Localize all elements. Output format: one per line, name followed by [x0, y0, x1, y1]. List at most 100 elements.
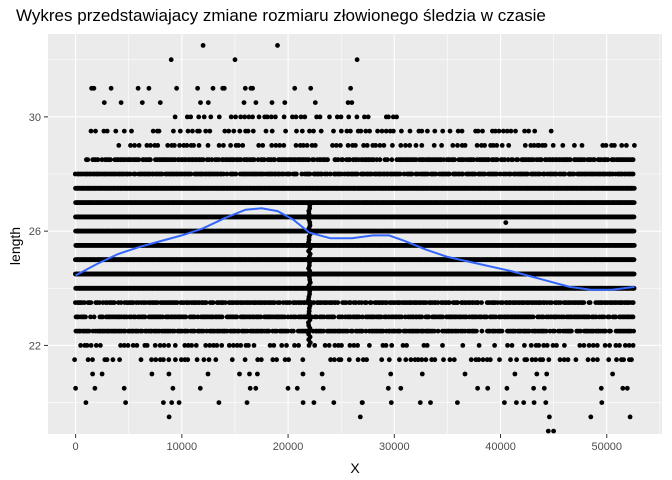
data-point — [258, 314, 264, 320]
data-point — [360, 357, 366, 363]
data-point — [631, 228, 637, 234]
data-point — [300, 371, 306, 377]
data-point — [383, 343, 389, 348]
data-point — [335, 300, 341, 305]
data-point — [541, 385, 547, 391]
data-point — [189, 343, 195, 348]
data-point — [508, 357, 513, 363]
data-point — [610, 371, 615, 377]
data-point — [423, 357, 429, 363]
data-point — [613, 314, 618, 320]
data-point — [216, 400, 222, 405]
data-point — [505, 343, 510, 348]
data-point — [460, 343, 466, 348]
data-point — [540, 314, 546, 320]
data-point — [251, 343, 257, 348]
data-point — [363, 328, 369, 334]
data-point — [386, 357, 392, 363]
data-point — [92, 385, 98, 391]
data-point — [447, 300, 452, 305]
data-point — [403, 357, 409, 363]
data-point — [364, 357, 369, 363]
data-point — [502, 400, 507, 405]
data-point — [294, 385, 300, 391]
data-point — [447, 357, 453, 363]
data-point — [123, 400, 128, 405]
data-point — [300, 357, 306, 363]
data-point — [419, 371, 425, 377]
data-point — [292, 343, 297, 348]
data-point — [121, 385, 127, 391]
data-point — [279, 343, 285, 348]
data-point — [432, 328, 437, 334]
data-point — [255, 371, 260, 377]
data-point — [569, 328, 574, 334]
data-point — [360, 314, 365, 320]
data-point — [630, 314, 636, 320]
data-point — [424, 343, 430, 348]
data-point — [631, 328, 636, 334]
data-point — [161, 343, 167, 348]
data-point — [99, 371, 105, 377]
data-point — [285, 328, 291, 334]
data-point — [561, 357, 567, 363]
data-point — [138, 357, 144, 363]
data-point — [172, 328, 177, 334]
data-point — [613, 343, 619, 348]
data-point — [331, 314, 337, 320]
data-point — [88, 343, 94, 348]
data-point — [419, 357, 425, 363]
data-point — [480, 357, 486, 363]
data-point — [152, 343, 158, 348]
data-point — [514, 357, 519, 363]
data-point — [182, 343, 188, 348]
data-point — [200, 328, 206, 334]
data-point — [544, 343, 550, 348]
data-point — [487, 357, 493, 363]
data-point — [185, 328, 191, 334]
data-point — [183, 314, 189, 320]
data-point — [157, 343, 163, 348]
data-point — [78, 343, 83, 348]
data-point — [587, 300, 593, 305]
data-point — [590, 357, 596, 363]
data-point — [509, 343, 515, 348]
data-point — [282, 357, 288, 363]
data-point — [514, 400, 519, 405]
data-point — [234, 314, 240, 320]
data-point — [536, 343, 542, 348]
data-point — [326, 343, 332, 348]
data-point — [504, 385, 510, 391]
data-point — [226, 343, 232, 348]
data-point — [104, 357, 110, 363]
data-point — [347, 343, 353, 348]
data-point — [206, 357, 212, 363]
data-point — [368, 300, 374, 305]
data-point — [90, 357, 95, 363]
data-point — [476, 343, 482, 348]
data-point — [205, 371, 211, 377]
data-point — [479, 300, 484, 305]
data-point — [543, 400, 549, 405]
data-point — [258, 357, 264, 363]
data-point — [247, 385, 253, 391]
data-point — [296, 343, 301, 348]
data-point — [320, 385, 326, 391]
data-point — [286, 357, 291, 363]
data-point — [404, 343, 409, 348]
data-point — [581, 343, 587, 348]
data-point — [203, 343, 209, 348]
data-point — [176, 400, 182, 405]
data-point — [255, 357, 261, 363]
data-point — [620, 385, 626, 391]
data-point — [348, 300, 353, 305]
points-layer — [72, 43, 637, 434]
data-point — [91, 314, 97, 320]
data-point — [529, 357, 535, 363]
data-point — [631, 243, 637, 248]
data-point — [530, 314, 536, 320]
data-point — [455, 300, 460, 305]
data-point — [142, 314, 148, 320]
data-point — [499, 328, 505, 334]
data-point — [83, 400, 89, 405]
